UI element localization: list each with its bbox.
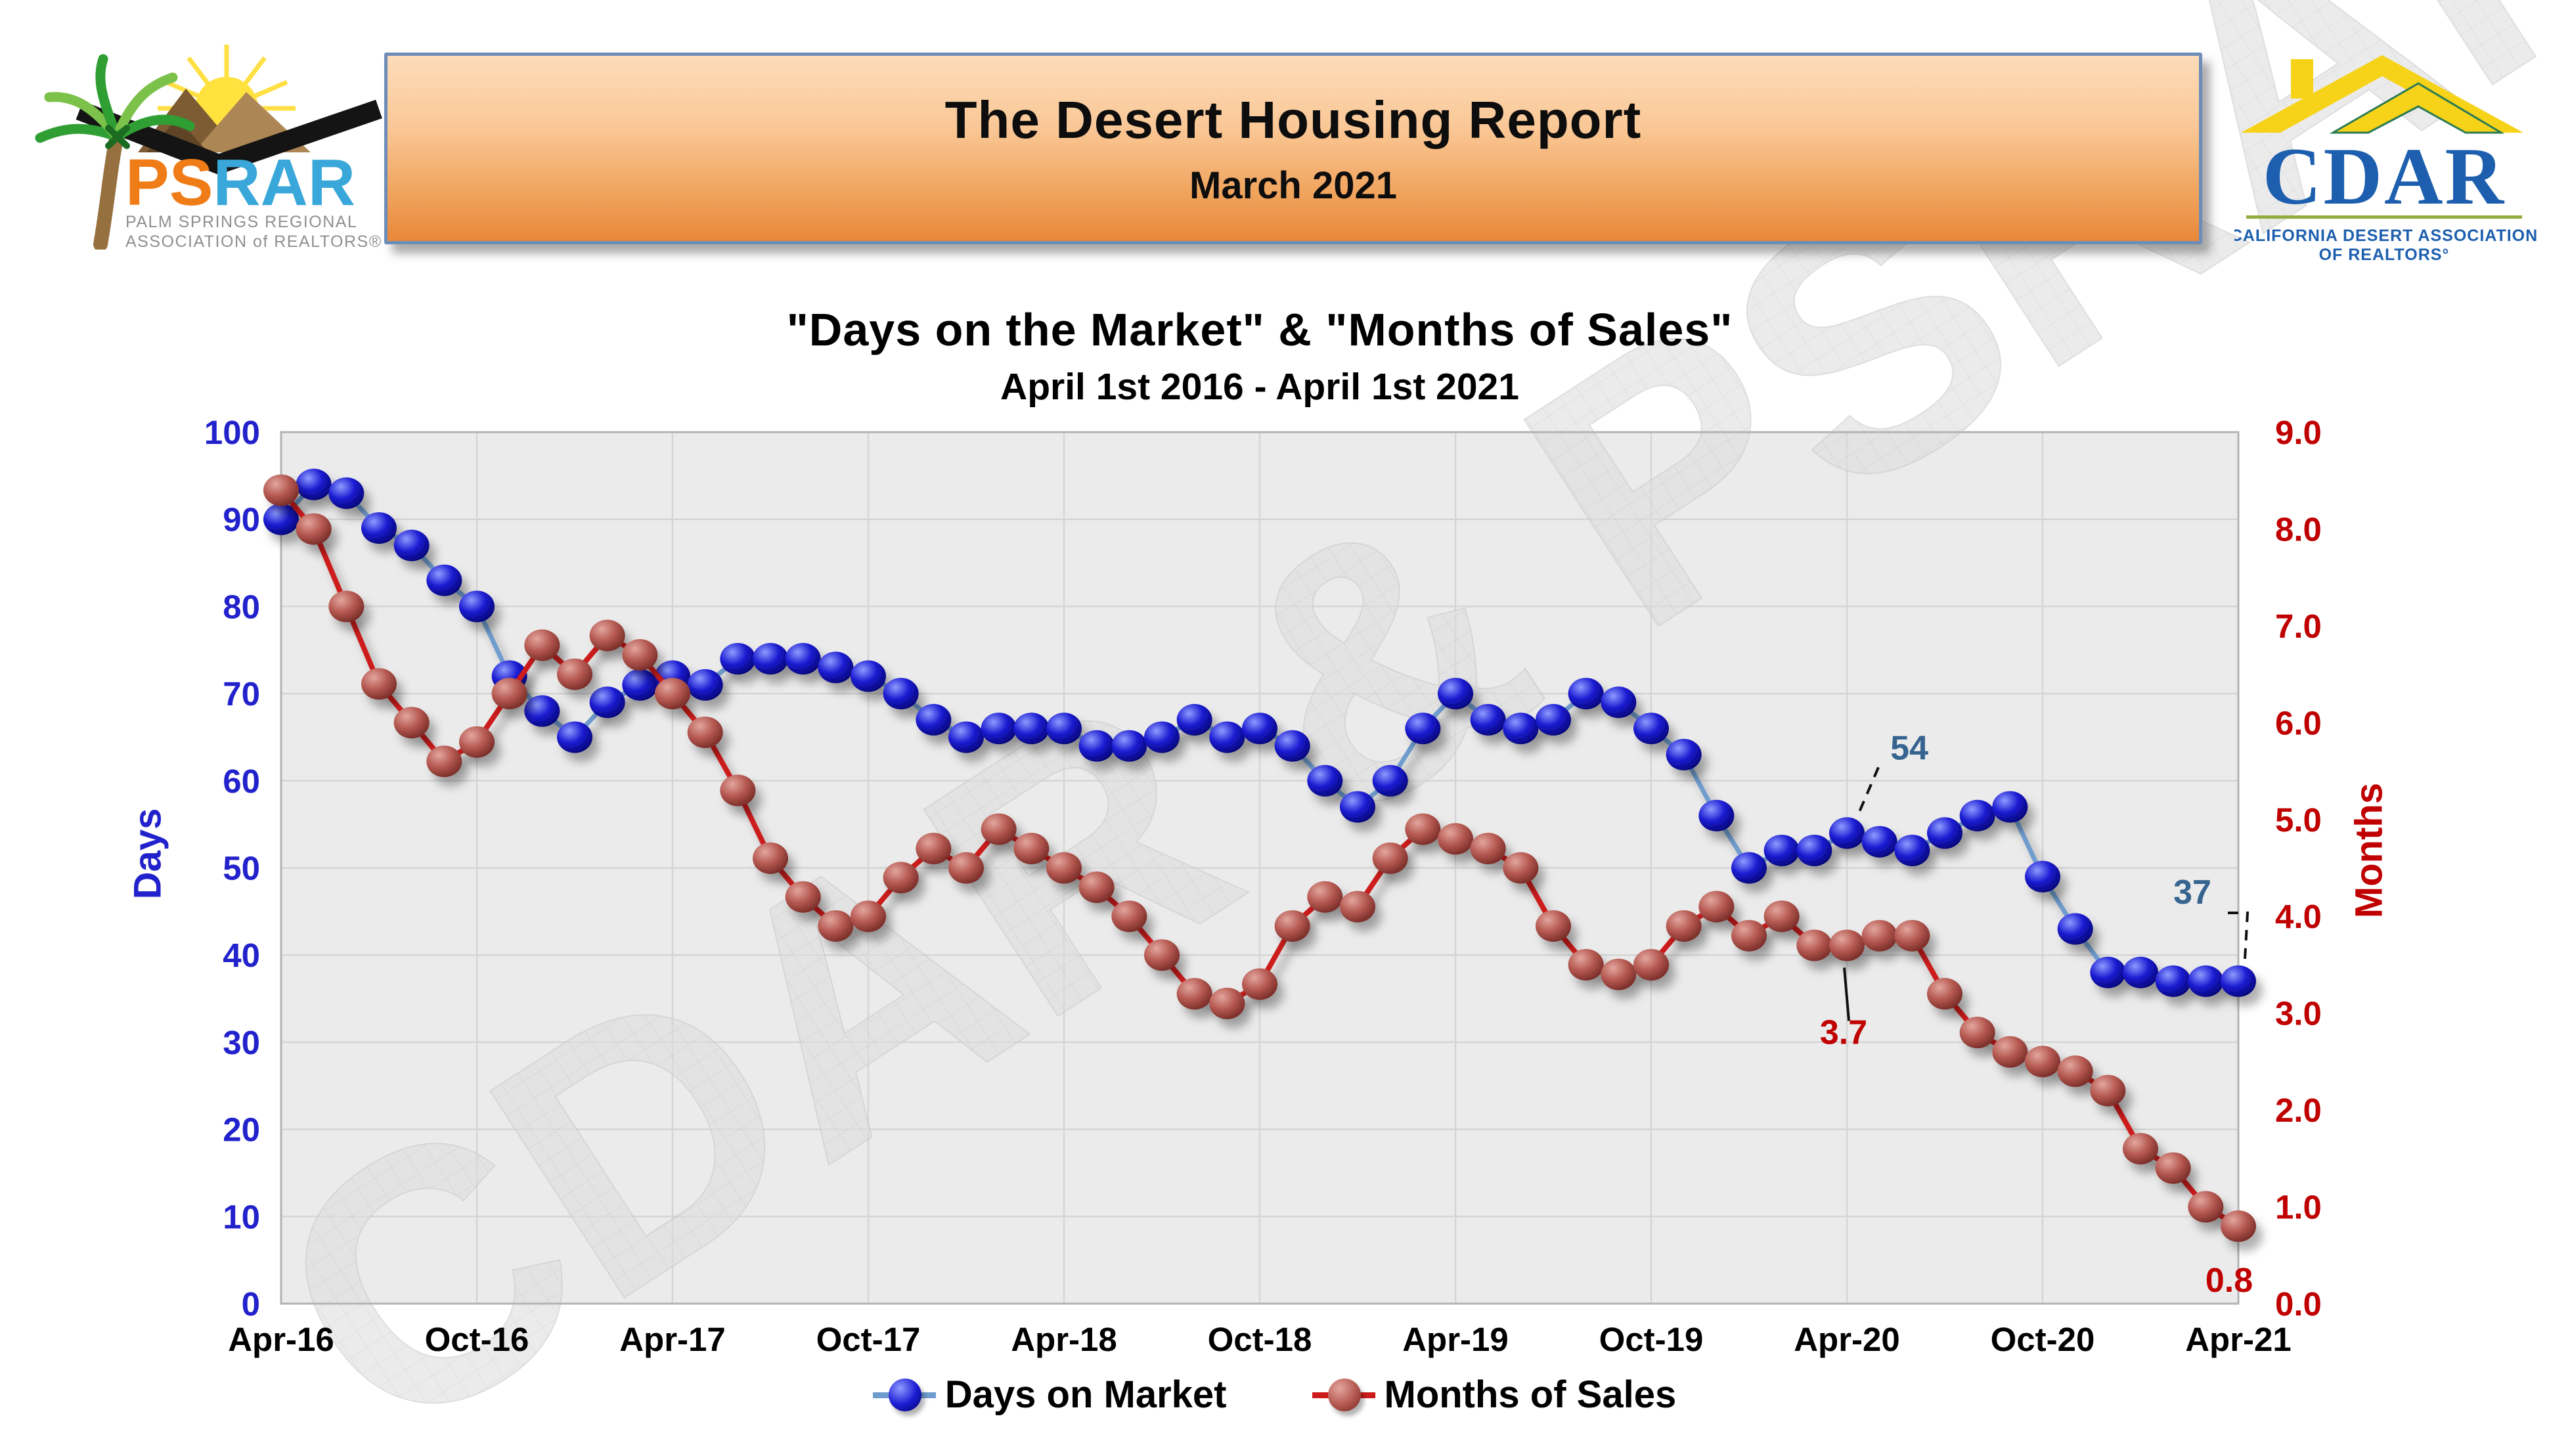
months-of-sales-marker-icon: [1312, 1377, 1375, 1413]
svg-text:20: 20: [223, 1111, 260, 1149]
psrar-logo: PSRAR PALM SPRINGS REGIONAL ASSOCIATION …: [35, 45, 382, 250]
psrar-wordmark: PSRAR: [125, 146, 355, 219]
svg-text:0.8: 0.8: [2205, 1262, 2253, 1300]
svg-text:3.0: 3.0: [2275, 995, 2322, 1032]
report-banner: The Desert Housing Report March 2021: [384, 53, 2202, 244]
svg-text:54: 54: [1890, 729, 1928, 767]
svg-text:Apr-19: Apr-19: [1402, 1321, 1509, 1358]
svg-text:9.0: 9.0: [2275, 414, 2322, 451]
house-roof-icon: [2241, 55, 2523, 134]
report-subtitle: March 2021: [1189, 164, 1397, 207]
chart-subtitle: April 1st 2016 - April 1st 2021: [1000, 366, 1519, 408]
cdar-wordmark: CDAR: [2263, 131, 2506, 221]
left-axis-title: Days: [126, 808, 169, 900]
svg-text:Apr-20: Apr-20: [1794, 1321, 1900, 1358]
svg-text:Oct-20: Oct-20: [1991, 1321, 2095, 1358]
svg-text:Apr-21: Apr-21: [2185, 1321, 2292, 1358]
psrar-subtitle-line2: ASSOCIATION of REALTORS®: [125, 232, 382, 250]
right-axis-title: Months: [2347, 782, 2391, 919]
svg-text:30: 30: [223, 1024, 260, 1061]
cdar-logo: CDAR CALIFORNIA DESERT ASSOCIATION OF RE…: [2234, 55, 2538, 264]
svg-text:3.7: 3.7: [1820, 1013, 1867, 1051]
svg-text:6.0: 6.0: [2275, 704, 2322, 741]
legend-item-days-on-market: Days on Market: [872, 1373, 1227, 1417]
cdar-subtitle-line2: OF REALTORS°: [2319, 246, 2450, 264]
svg-text:Oct-18: Oct-18: [1208, 1321, 1312, 1358]
legend-item-months-of-sales: Months of Sales: [1312, 1373, 1677, 1417]
svg-text:10: 10: [223, 1198, 260, 1235]
svg-text:2.0: 2.0: [2275, 1092, 2322, 1129]
chart-legend: Days on Market Months of Sales: [0, 1373, 2549, 1417]
svg-text:70: 70: [223, 675, 260, 713]
svg-text:60: 60: [223, 762, 260, 800]
svg-text:Oct-19: Oct-19: [1599, 1321, 1704, 1358]
svg-text:90: 90: [223, 501, 260, 539]
svg-text:50: 50: [223, 850, 260, 887]
svg-text:80: 80: [223, 588, 260, 625]
svg-text:Apr-16: Apr-16: [228, 1321, 334, 1358]
svg-text:0: 0: [242, 1285, 260, 1323]
svg-text:Apr-17: Apr-17: [619, 1321, 726, 1358]
cdar-underline: [2246, 215, 2522, 219]
svg-text:37: 37: [2173, 873, 2211, 912]
svg-text:40: 40: [223, 937, 260, 974]
svg-text:Oct-17: Oct-17: [816, 1321, 921, 1358]
svg-text:Apr-18: Apr-18: [1011, 1321, 1117, 1358]
palm-tree-icon: [35, 54, 195, 250]
report-title: The Desert Housing Report: [944, 90, 1642, 149]
legend-label-months-of-sales: Months of Sales: [1384, 1373, 1677, 1416]
cdar-subtitle-line1: CALIFORNIA DESERT ASSOCIATION: [2234, 227, 2538, 245]
days-on-market-marker-icon: [872, 1377, 936, 1413]
psrar-subtitle-line1: PALM SPRINGS REGIONAL: [125, 213, 357, 231]
svg-text:4.0: 4.0: [2275, 898, 2322, 935]
legend-label-days-on-market: Days on Market: [944, 1373, 1227, 1416]
chart-title-block: "Days on the Market" & "Months of Sales"…: [281, 303, 2238, 408]
svg-text:100: 100: [204, 414, 260, 451]
svg-text:8.0: 8.0: [2275, 510, 2322, 548]
svg-text:1.0: 1.0: [2275, 1189, 2322, 1226]
svg-text:Oct-16: Oct-16: [425, 1321, 529, 1358]
svg-text:5.0: 5.0: [2275, 801, 2322, 839]
svg-text:7.0: 7.0: [2275, 607, 2322, 645]
svg-text:0.0: 0.0: [2275, 1285, 2322, 1323]
chart-title: "Days on the Market" & "Months of Sales": [786, 304, 1733, 355]
